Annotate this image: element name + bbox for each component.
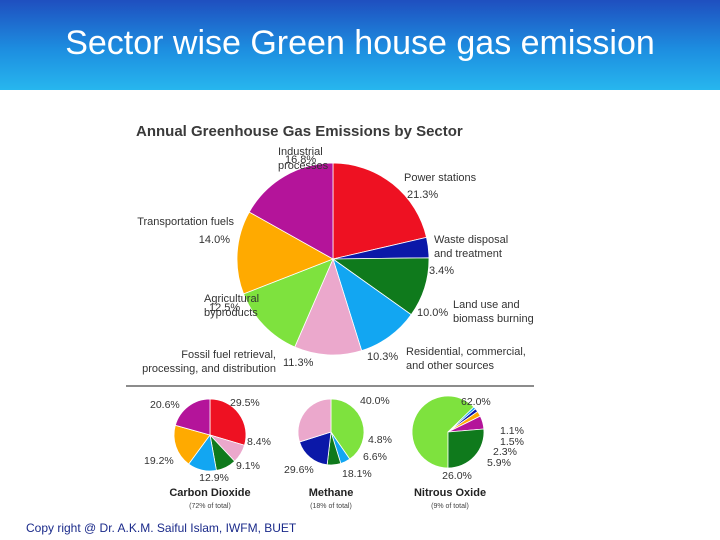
co2-pie-slice-0 xyxy=(209,398,247,446)
main-value-label-2: 10.0% xyxy=(417,307,448,319)
main-value-label-0: 21.3% xyxy=(407,189,438,201)
methane-title: Methane xyxy=(309,487,354,499)
emissions-chart: Annual Greenhouse Gas Emissions by Secto… xyxy=(126,123,534,510)
copyright-footer: Copy right @ Dr. A.K.M. Saiful Islam, IW… xyxy=(26,521,297,535)
methane-value-label-2: 6.6% xyxy=(363,451,387,463)
main-label-7: processes xyxy=(278,160,329,172)
co2-value-label-1: 8.4% xyxy=(247,436,271,448)
methane-subtitle: (18% of total) xyxy=(310,503,352,510)
main-pie-slice-4 xyxy=(294,257,363,356)
co2-pie-slice-4 xyxy=(173,424,211,465)
main-label-1: and treatment xyxy=(434,248,502,260)
main-value-label-3: 10.3% xyxy=(367,351,398,363)
main-pie-slice-6 xyxy=(236,211,334,295)
co2-subtitle: (72% of total) xyxy=(189,503,231,510)
co2-value-label-5: 20.6% xyxy=(150,399,180,411)
co2-value-label-3: 12.9% xyxy=(199,472,229,484)
main-label-1: Waste disposal xyxy=(434,234,508,246)
n2o-pie-slice-0 xyxy=(411,395,475,469)
main-label-2: biomass burning xyxy=(453,313,534,325)
methane-pie-slice-0 xyxy=(330,398,365,460)
n2o-value-label-5: 26.0% xyxy=(442,470,472,482)
co2-pie-slice-5 xyxy=(174,398,211,436)
methane-value-label-1: 4.8% xyxy=(368,434,392,446)
co2-value-label-2: 9.1% xyxy=(236,460,260,472)
n2o-value-label-4: 5.9% xyxy=(487,457,511,469)
main-pie-slice-7 xyxy=(248,162,334,260)
main-value-label-5: 12.5% xyxy=(209,302,240,314)
co2-value-label-4: 19.2% xyxy=(144,455,174,467)
main-label-5: Agricultural xyxy=(204,293,259,305)
n2o-subtitle: (9% of total) xyxy=(431,503,469,510)
n2o-value-label-3: 2.3% xyxy=(493,446,517,458)
methane-value-label-4: 29.6% xyxy=(284,464,314,476)
n2o-pie-slice-5 xyxy=(447,428,485,469)
main-label-2: Land use and xyxy=(453,299,520,311)
methane-value-label-0: 40.0% xyxy=(360,395,390,407)
main-label-4: processing, and distribution xyxy=(142,363,276,375)
n2o-value-label-2: 1.5% xyxy=(500,436,524,448)
main-label-7: Industrial xyxy=(278,146,323,158)
main-label-3: and other sources xyxy=(406,360,495,372)
main-pie-slice-5 xyxy=(243,258,334,348)
main-label-4: Fossil fuel retrieval, xyxy=(181,349,276,361)
n2o-title: Nitrous Oxide xyxy=(414,487,486,499)
main-pie-slice-0 xyxy=(332,162,428,260)
co2-value-label-0: 29.5% xyxy=(230,397,260,409)
main-label-3: Residential, commercial, xyxy=(406,346,526,358)
slide-title: Sector wise Green house gas emission xyxy=(65,24,655,62)
main-label-6: Transportation fuels xyxy=(137,216,234,228)
n2o-value-label-0: 62.0% xyxy=(461,396,491,408)
methane-pie-slice-4 xyxy=(297,398,332,443)
co2-title: Carbon Dioxide xyxy=(169,487,250,499)
main-value-label-1: 3.4% xyxy=(429,265,454,277)
methane-value-label-3: 18.1% xyxy=(342,468,372,480)
slide-header: Sector wise Green house gas emission xyxy=(0,0,720,90)
main-label-0: Power stations xyxy=(404,172,477,184)
main-value-label-6: 14.0% xyxy=(199,234,230,246)
n2o-value-label-1: 1.1% xyxy=(500,425,524,437)
main-value-label-7: 16.8% xyxy=(285,154,316,166)
main-label-5: byproducts xyxy=(204,307,258,319)
main-chart-title: Annual Greenhouse Gas Emissions by Secto… xyxy=(136,123,463,140)
main-value-label-4: 11.3% xyxy=(283,357,314,369)
